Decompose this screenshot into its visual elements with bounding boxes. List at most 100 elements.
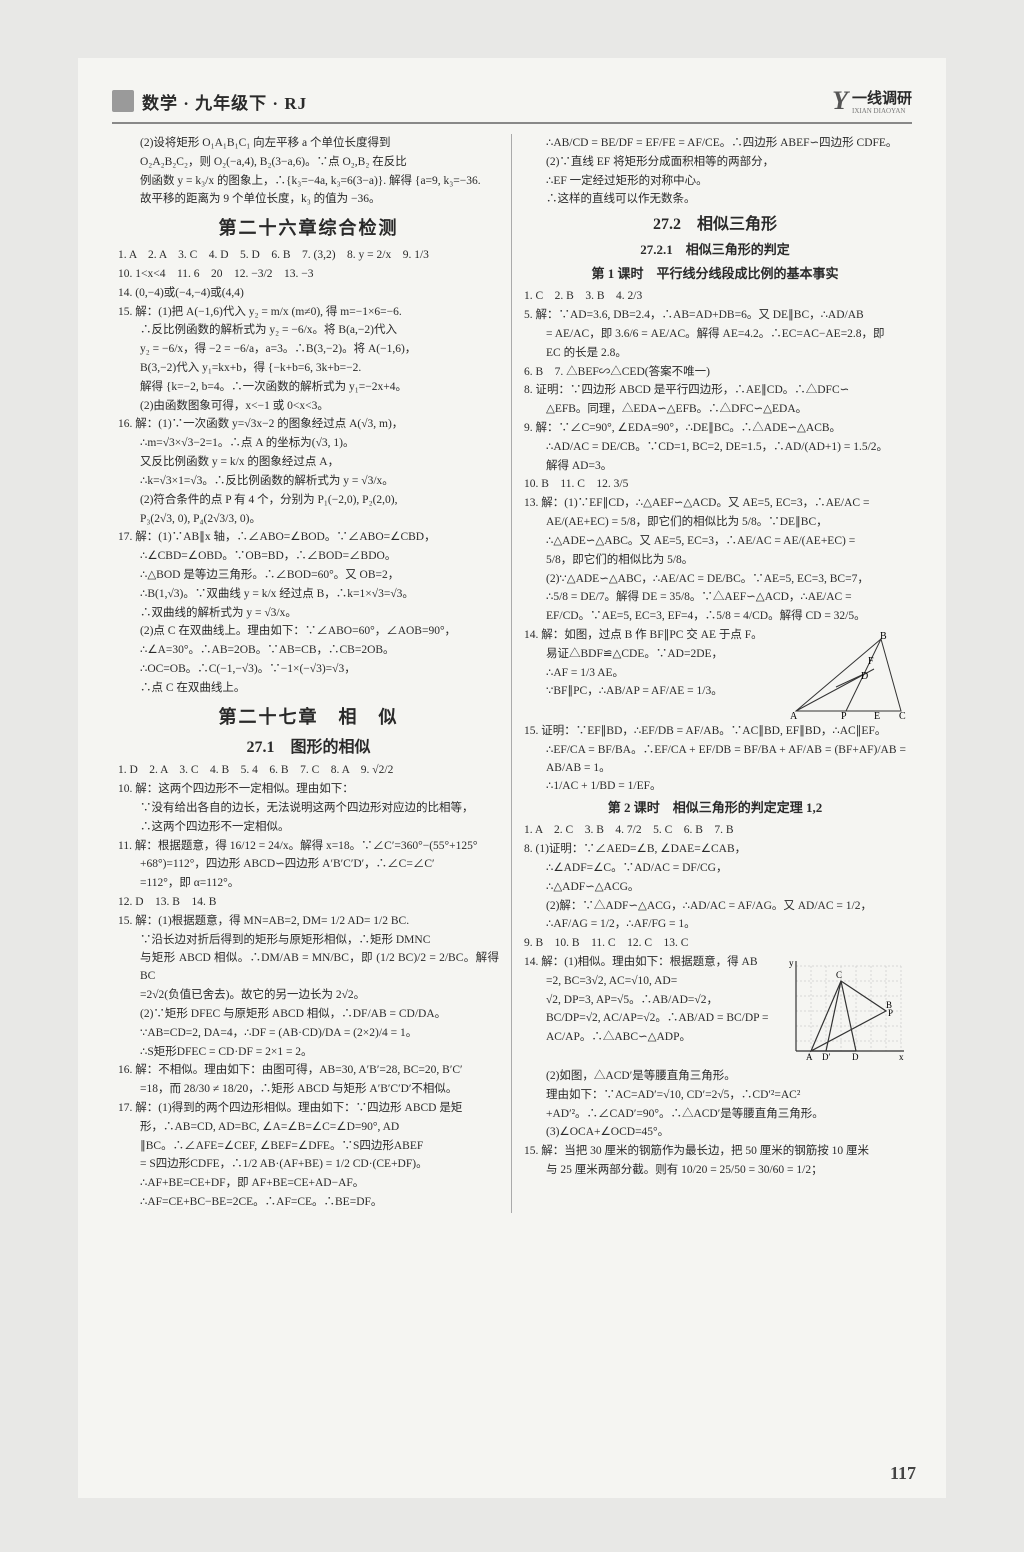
text-line: y₂ = −6/x，得 −2 = −6/a，a=3。∴B(3,−2)。将 A(−… <box>118 341 499 359</box>
text-line: ∥BC。∴∠AFE=∠CEF, ∠BEF=∠DFE。∵S四边形ABEF <box>118 1138 499 1156</box>
text-line: ∵没有给出各自的边长，无法说明这两个四边形对应边的比相等， <box>118 800 499 818</box>
text-line: (2)解：∵△ADF∽△ACG，∴AD/AC = AF/AG。又 AD/AC =… <box>524 898 906 916</box>
text-line: 1. C 2. B 3. B 4. 2/3 <box>524 288 906 306</box>
lesson-1-title: 第 1 课时 平行线分线段成比例的基本事实 <box>524 264 906 284</box>
svg-text:D′: D′ <box>822 1052 830 1062</box>
text-line: P₃(2√3, 0), P₄(2√3/3, 0)。 <box>118 511 499 529</box>
svg-text:C: C <box>836 970 842 980</box>
brand-text: 一线调研 <box>852 91 912 107</box>
svg-text:P: P <box>841 711 847 721</box>
header-right: Y 一线调研 IXIAN DIAOYAN <box>832 86 912 116</box>
text-line: ∴OC=OB。∴C(−1,−√3)。∵−1×(−√3)=√3， <box>118 661 499 679</box>
text-line: 16. 解：(1)∵一次函数 y=√3x−2 的图象经过点 A(√3, m)， <box>118 416 499 434</box>
text-line: 5. 解：∵AD=3.6, DB=2.4，∴AB=AD+DB=6。又 DE∥BC… <box>524 307 906 325</box>
svg-text:B: B <box>880 631 887 642</box>
text-line: (3)∠OCA+∠OCD=45°。 <box>524 1124 906 1142</box>
text-line: 8. 证明：∵四边形 ABCD 是平行四边形，∴AE∥CD。∴△DFC∽ <box>524 382 906 400</box>
text-line: ∴△ADF∽△ACG。 <box>524 879 906 897</box>
text-line: EC 的长是 2.8。 <box>524 345 906 363</box>
text-line: ∴这样的直线可以作无数条。 <box>524 191 906 209</box>
text-line: ∵AB=CD=2, DA=4，∴DF = (AB·CD)/DA = (2×2)/… <box>118 1025 499 1043</box>
text-line: 15. 解：(1)把 A(−1,6)代入 y₂ = m/x (m≠0), 得 m… <box>118 304 499 322</box>
svg-text:A: A <box>806 1052 813 1062</box>
text-line: O₂A₂B₂C₂，则 O₂(−a,4), B₂(3−a,6)。∵点 O₂,B₂ … <box>118 154 499 172</box>
text-line: 5/8，即它们的相似比为 5/8。 <box>524 552 906 570</box>
text-line: 解得 {k=−2, b=4。∴一次函数的解析式为 y₁=−2x+4。 <box>118 379 499 397</box>
text-line: (2)由函数图象可得，x<−1 或 0<x<3。 <box>118 398 499 416</box>
text-line: =18，而 28/30 ≠ 18/20，∴矩形 ABCD 与矩形 A′B′C′D… <box>118 1081 499 1099</box>
text-line: 8. (1)证明：∵∠AED=∠B, ∠DAE=∠CAB， <box>524 841 906 859</box>
text-line: ∴AB/CD = BE/DF = EF/FE = AF/CE。∴四边形 ABEF… <box>524 135 906 153</box>
lesson-2-title: 第 2 课时 相似三角形的判定定理 1,2 <box>524 798 906 818</box>
svg-text:x: x <box>899 1052 904 1062</box>
text-line: (2)设将矩形 O₁A₁B₁C₁ 向左平移 a 个单位长度得到 <box>118 135 499 153</box>
text-line: ∴∠A=30°。∴AB=2OB。∵AB=CB，∴CB=2OB。 <box>118 642 499 660</box>
right-column: ∴AB/CD = BE/DF = EF/FE = AF/CE。∴四边形 ABEF… <box>512 134 912 1213</box>
text-line: ∴S矩形DFEC = CD·DF = 2×1 = 2。 <box>118 1044 499 1062</box>
text-line: EF/CD。∵AE=5, EC=3, EF=4，∴5/8 = 4/CD。解得 C… <box>524 608 906 626</box>
text-line: 16. 解：不相似。理由如下：由图可得，AB=30, A′B′=28, BC=2… <box>118 1062 499 1080</box>
text-line: ∴5/8 = DE/7。解得 DE = 35/8。∵△AEF∽△ACD，∴AE/… <box>524 589 906 607</box>
grid-diagram: C B P D′ D A x y <box>786 956 906 1066</box>
text-line: 10. B 11. C 12. 3/5 <box>524 476 906 494</box>
chapter-26-title: 第二十六章综合检测 <box>118 215 499 243</box>
text-line: ∴B(1,√3)。∵双曲线 y = k/x 经过点 B，∴k=1×√3=√3。 <box>118 586 499 604</box>
text-line: 理由如下：∵AC=AD′=√10, CD′=2√5，∴CD′²=AC² <box>524 1087 906 1105</box>
page-number: 117 <box>890 1463 916 1484</box>
text-line: ∴1/AC + 1/BD = 1/EF。 <box>524 778 906 796</box>
text-line: 13. 解：(1)∵EF∥CD，∴△AEF∽△ACD。又 AE=5, EC=3，… <box>524 495 906 513</box>
text-line: ∴m=√3×√3−2=1。∴点 A 的坐标为(√3, 1)。 <box>118 435 499 453</box>
header-left: 数学 · 九年级下 · RJ <box>112 89 307 114</box>
text-line: +AD′²。∴∠CAD′=90°。∴△ACD′是等腰直角三角形。 <box>524 1106 906 1124</box>
text-line: △EFB。同理，△EDA∽△EFB。∴△DFC∽△EDA。 <box>524 401 906 419</box>
svg-text:E: E <box>874 711 880 721</box>
left-column: (2)设将矩形 O₁A₁B₁C₁ 向左平移 a 个单位长度得到 O₂A₂B₂C₂… <box>112 134 512 1213</box>
text-line: 故平移的距离为 9 个单位长度，k₃ 的值为 −36。 <box>118 191 499 209</box>
text-line: 10. 解：这两个四边形不一定相似。理由如下： <box>118 781 499 799</box>
text-line: ∴∠ADF=∠C。∵AD/AC = DF/CG， <box>524 860 906 878</box>
text-line: ∴AF+BE=CE+DF，即 AF+BE=CE+AD−AF。 <box>118 1175 499 1193</box>
section-272-title: 27.2 相似三角形 <box>524 213 906 238</box>
text-line: 14. (0,−4)或(−4,−4)或(4,4) <box>118 285 499 303</box>
text-line: (2)∵直线 EF 将矩形分成面积相等的两部分， <box>524 154 906 172</box>
text-line: ∴反比例函数的解析式为 y₂ = −6/x。将 B(a,−2)代入 <box>118 322 499 340</box>
section-271-title: 27.1 图形的相似 <box>118 736 499 761</box>
text-line: 形，∴AB=CD, AD=BC, ∠A=∠B=∠C=∠D=90°, AD <box>118 1119 499 1137</box>
text-line: ∴AF=CE+BC−BE=2CE。∴AF=CE。∴BE=DF。 <box>118 1194 499 1212</box>
text-line: 1. D 2. A 3. C 4. B 5. 4 6. B 7. C 8. A … <box>118 762 499 780</box>
text-line: ∴△ADE∽△ABC。又 AE=5, EC=3，∴AE/AC = AE/(AE+… <box>524 533 906 551</box>
text-line: (2)如图，△ACD′是等腰直角三角形。 <box>524 1068 906 1086</box>
text-line: ∴双曲线的解析式为 y = √3/x。 <box>118 605 499 623</box>
text-line: ∴△BOD 是等边三角形。∴∠BOD=60°。又 OB=2， <box>118 567 499 585</box>
cube-icon <box>112 90 134 112</box>
section-2721-title: 27.2.1 相似三角形的判定 <box>524 240 906 260</box>
text-line: 15. 证明：∵EF∥BD，∴EF/DB = AF/AB。∵AC∥BD, EF∥… <box>524 723 906 741</box>
text-line: ∴AF/AG = 1/2，∴AF/FG = 1。 <box>524 916 906 934</box>
text-line: 15. 解：(1)根据题意，得 MN=AB=2, DM= 1/2 AD= 1/2… <box>118 913 499 931</box>
text-line: 解得 AD=3。 <box>524 458 906 476</box>
text-line: 与 25 厘米两部分截。则有 10/20 = 25/50 = 30/60 = 1… <box>524 1162 906 1180</box>
text-line: 1. A 2. A 3. C 4. D 5. D 6. B 7. (3,2) 8… <box>118 247 499 265</box>
text-line: 例函数 y = k₃/x 的图象上，∴{k₃=−4a, k₃=6(3−a)}. … <box>118 173 499 191</box>
text-line: (2)∵矩形 DFEC 与原矩形 ABCD 相似，∴DF/AB = CD/DA。 <box>118 1006 499 1024</box>
text-line: +68°)=112°，四边形 ABCD∽四边形 A′B′C′D′，∴∠C=∠C′ <box>118 856 499 874</box>
svg-text:A: A <box>790 711 798 721</box>
svg-text:y: y <box>789 958 794 968</box>
svg-text:D: D <box>852 1052 859 1062</box>
triangle-diagram: B F D A P E C <box>786 629 906 721</box>
text-line: B(3,−2)代入 y₁=kx+b，得 {−k+b=6, 3k+b=−2. <box>118 360 499 378</box>
text-line: 17. 解：(1)∵AB∥x 轴，∴∠ABO=∠BOD。∵∠ABO=∠CBD， <box>118 529 499 547</box>
text-line: ∵沿长边对折后得到的矩形与原矩形相似，∴矩形 DMNC <box>118 932 499 950</box>
text-line: 11. 解：根据题意，得 16/12 = 24/x。解得 x=18。∵∠C′=3… <box>118 838 499 856</box>
text-line: = AE/AC，即 3.6/6 = AE/AC。解得 AE=4.2。∴EC=AC… <box>524 326 906 344</box>
text-line: ∴点 C 在双曲线上。 <box>118 680 499 698</box>
text-line: 1. A 2. C 3. B 4. 7/2 5. C 6. B 7. B <box>524 822 906 840</box>
text-line: 10. 1<x<4 11. 6 20 12. −3/2 13. −3 <box>118 266 499 284</box>
text-line: =2√2(负值已舍去)。故它的另一边长为 2√2。 <box>118 987 499 1005</box>
text-line: 6. B 7. △BEF∽△CED(答案不唯一) <box>524 364 906 382</box>
text-line: 与矩形 ABCD 相似。∴DM/AB = MN/BC，即 (1/2 BC)/2 … <box>118 950 499 986</box>
text-line: = S四边形CDFE，∴1/2 AB·(AF+BE) = 1/2 CD·(CE+… <box>118 1156 499 1174</box>
svg-text:D: D <box>861 671 868 682</box>
text-line: AE/(AE+EC) = 5/8，即它们的相似比为 5/8。∵DE∥BC， <box>524 514 906 532</box>
text-line: (2)点 C 在双曲线上。理由如下：∵∠ABO=60°，∠AOB=90°， <box>118 623 499 641</box>
